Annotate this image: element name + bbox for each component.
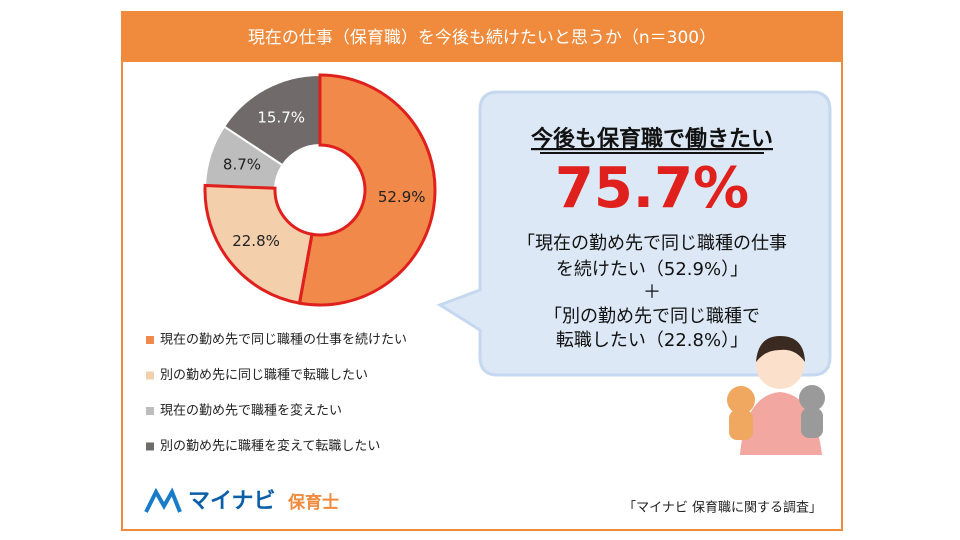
legend-label: 現在の勤め先で職種を変えたい [160, 403, 342, 419]
header-bar [122, 12, 842, 62]
callout-text: 転職したい（22.8%）」 [556, 330, 748, 351]
highlight-outline [203, 183, 314, 305]
legend-swatch [146, 371, 154, 380]
logo-sub: 保育士 [287, 492, 339, 513]
legend-swatch [146, 407, 154, 415]
legend-swatch [146, 442, 154, 451]
callout-text: 「現在の勤め先で同じ職種の仕事 [517, 233, 787, 254]
donut-slice [222, 73, 321, 167]
callout-heading: 今後も保育職で働きたい [531, 126, 773, 152]
data-label: 15.7% [257, 108, 305, 126]
legend-label: 現在の勤め先で同じ職種の仕事を続けたい [160, 332, 407, 348]
source: 「マイナビ 保育職に関する調査」 [623, 500, 822, 516]
callout-text: ＋ [643, 282, 661, 303]
callout-text: を続けたい（52.9%）」 [556, 259, 748, 280]
callout-total: 75.7% [555, 156, 749, 221]
chart-title: 現在の仕事（保育職）を今後も続けたいと思うか（n＝300） [248, 28, 716, 48]
data-label: 52.9% [378, 188, 426, 206]
data-label: 8.7% [223, 155, 261, 173]
callout-text: 「別の勤め先で同じ職種で [544, 306, 760, 327]
illustration [727, 336, 825, 455]
legend-swatch [146, 336, 154, 344]
highlight-outline [297, 73, 437, 307]
logo-mark [144, 487, 182, 513]
logo: マイナビ [188, 489, 276, 514]
legend-label: 別の勤め先に職種を変えて転職したい [160, 438, 380, 454]
callout [436, 90, 832, 377]
data-label: 22.8% [232, 232, 280, 250]
legend-label: 別の勤め先に同じ職種で転職したい [160, 367, 368, 383]
